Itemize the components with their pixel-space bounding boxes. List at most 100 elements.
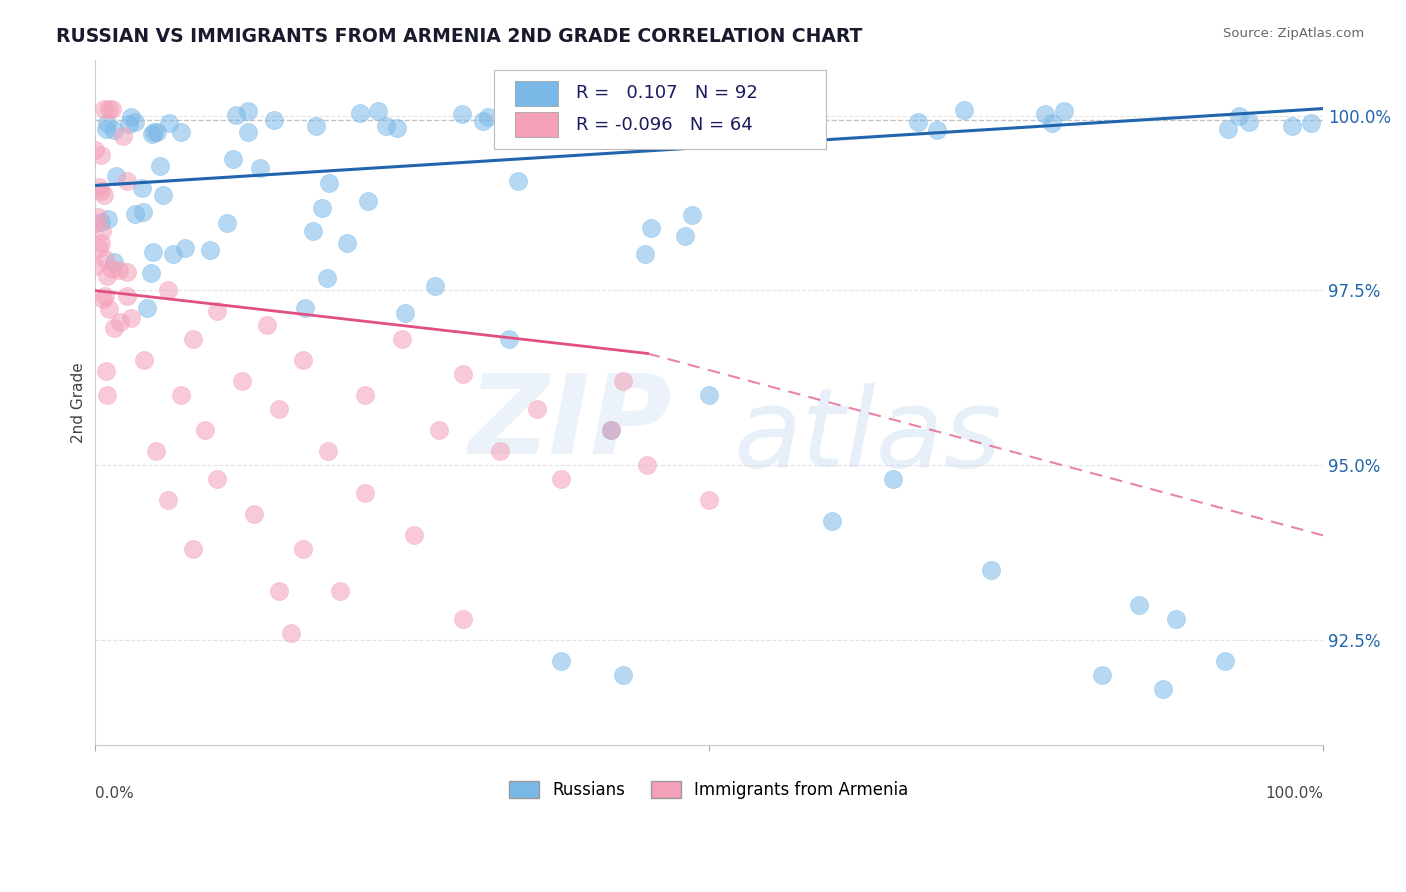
Point [152, 188, 174, 202]
Point [96, 268, 118, 283]
Point [131, 181, 153, 195]
Point [697, 388, 720, 402]
Point [349, 105, 371, 120]
Point [1033, 107, 1056, 121]
Point [236, 125, 259, 139]
Point [391, 333, 413, 347]
Point [142, 245, 165, 260]
Point [292, 542, 315, 557]
Point [318, 176, 340, 190]
Point [142, 125, 165, 139]
Point [477, 111, 499, 125]
Point [402, 528, 425, 542]
Point [118, 117, 141, 131]
Point [103, 123, 125, 137]
Point [1213, 654, 1236, 668]
Point [1091, 668, 1114, 682]
Point [763, 110, 786, 124]
Point [700, 104, 723, 119]
Point [90, 148, 112, 162]
Point [93, 289, 115, 303]
FancyBboxPatch shape [494, 70, 825, 149]
Point [170, 125, 193, 139]
Point [103, 255, 125, 269]
Point [508, 174, 530, 188]
Point [599, 424, 621, 438]
Point [98, 302, 121, 317]
Bar [515, 81, 558, 105]
Point [157, 493, 180, 508]
Point [1040, 116, 1063, 130]
Point [141, 127, 163, 141]
Point [450, 107, 472, 121]
Point [91, 293, 114, 307]
Bar [515, 112, 558, 137]
Point [124, 207, 146, 221]
Point [103, 320, 125, 334]
Point [427, 424, 450, 438]
Point [139, 266, 162, 280]
Point [634, 247, 657, 261]
Point [294, 301, 316, 316]
Text: 100.0%: 100.0% [1265, 787, 1323, 801]
Point [953, 103, 976, 117]
Point [612, 375, 634, 389]
Text: R =   0.107   N = 92: R = 0.107 N = 92 [576, 84, 758, 102]
Point [681, 207, 703, 221]
Text: atlas: atlas [734, 384, 1002, 491]
Point [115, 289, 138, 303]
Point [162, 246, 184, 260]
Point [367, 104, 389, 119]
Point [599, 424, 621, 438]
Text: ZIP: ZIP [468, 369, 672, 476]
Point [673, 228, 696, 243]
Point [758, 112, 780, 126]
Point [1229, 109, 1251, 123]
Point [89, 180, 111, 194]
Text: Source: ZipAtlas.com: Source: ZipAtlas.com [1223, 27, 1364, 40]
Point [821, 515, 844, 529]
Point [763, 122, 786, 136]
Point [387, 120, 409, 135]
Point [84, 260, 107, 274]
Point [907, 115, 929, 129]
Point [90, 236, 112, 251]
Point [93, 187, 115, 202]
Point [1152, 682, 1174, 697]
Point [96, 116, 118, 130]
Point [93, 102, 115, 116]
Point [96, 388, 118, 402]
Point [94, 122, 117, 136]
Point [181, 542, 204, 557]
Point [90, 224, 112, 238]
Point [83, 216, 105, 230]
Text: RUSSIAN VS IMMIGRANTS FROM ARMENIA 2ND GRADE CORRELATION CHART: RUSSIAN VS IMMIGRANTS FROM ARMENIA 2ND G… [56, 27, 863, 45]
Point [181, 333, 204, 347]
Point [471, 113, 494, 128]
Point [97, 211, 120, 226]
Point [316, 444, 339, 458]
Point [329, 584, 352, 599]
Point [198, 243, 221, 257]
Text: R = -0.096   N = 64: R = -0.096 N = 64 [576, 116, 754, 134]
Point [124, 114, 146, 128]
Point [231, 375, 253, 389]
Point [94, 363, 117, 377]
Point [249, 161, 271, 176]
Point [207, 472, 229, 486]
Point [157, 116, 180, 130]
Point [169, 388, 191, 402]
Point [980, 563, 1002, 577]
Point [720, 116, 742, 130]
Point [110, 315, 132, 329]
Point [509, 124, 531, 138]
Point [451, 612, 474, 626]
Point [1281, 120, 1303, 134]
Point [267, 584, 290, 599]
Point [925, 123, 948, 137]
Point [108, 262, 131, 277]
Point [550, 654, 572, 668]
Text: 0.0%: 0.0% [94, 787, 134, 801]
Point [207, 304, 229, 318]
Point [136, 301, 159, 315]
